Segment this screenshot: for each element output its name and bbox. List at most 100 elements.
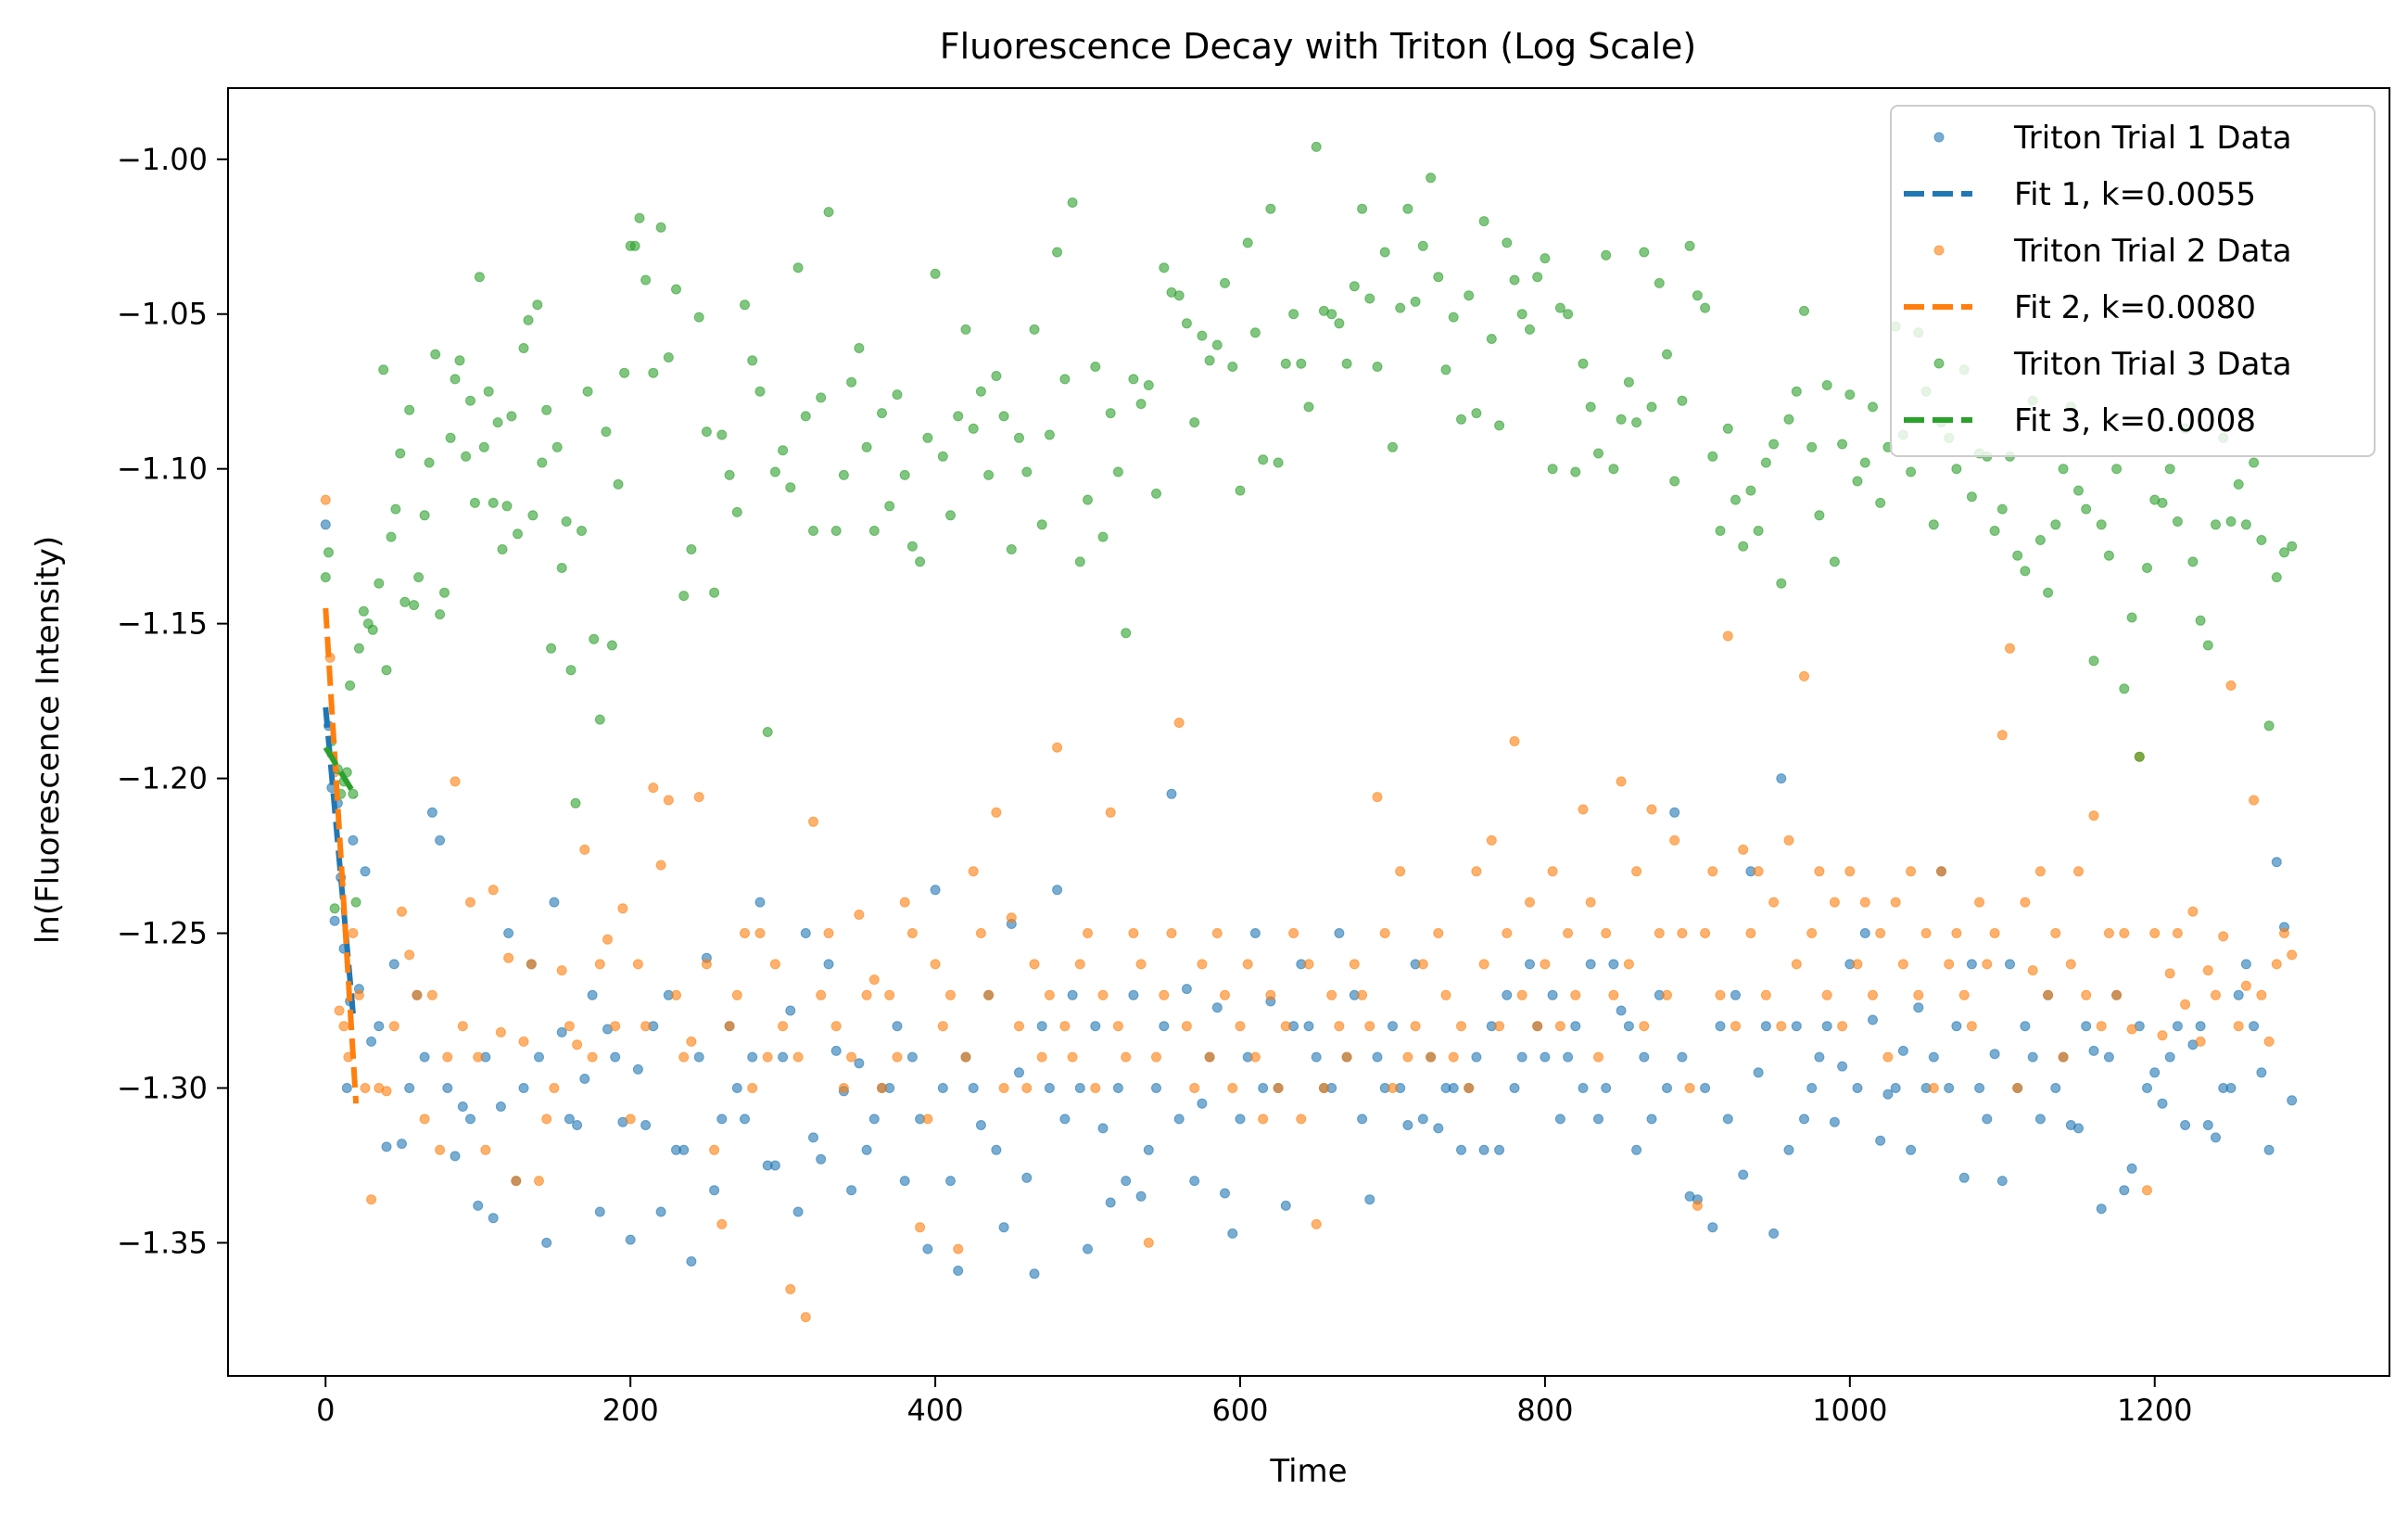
data-point-trial-3: [968, 423, 979, 434]
data-point-trial-2: [1204, 1051, 1215, 1063]
data-point-trial-2: [1166, 928, 1177, 938]
data-point-trial-1: [2119, 1185, 2130, 1196]
data-point-trial-3: [731, 506, 742, 517]
data-point-trial-3: [1112, 466, 1123, 477]
axes-frame: [227, 87, 2390, 1377]
data-point-trial-2: [1181, 1021, 1192, 1032]
data-point-trial-1: [769, 1160, 780, 1171]
data-point-trial-3: [1128, 374, 1139, 385]
data-point-trial-1: [816, 1153, 827, 1165]
data-point-trial-1: [1570, 1021, 1581, 1032]
data-point-trial-2: [1021, 1083, 1033, 1093]
data-point-trial-2: [480, 1144, 491, 1155]
data-point-trial-2: [2164, 968, 2175, 979]
data-point-trial-1: [892, 1021, 903, 1032]
data-point-trial-2: [2012, 1083, 2023, 1093]
data-point-trial-3: [1029, 324, 1040, 335]
data-point-trial-3: [450, 374, 461, 385]
data-point-trial-1: [435, 834, 446, 846]
data-point-trial-3: [2240, 519, 2251, 530]
data-point-trial-2: [1700, 928, 1711, 938]
data-point-trial-2: [1143, 1237, 1154, 1248]
data-point-trial-2: [1745, 928, 1756, 938]
data-point-trial-1: [1097, 1123, 1109, 1134]
data-point-trial-2: [602, 934, 613, 945]
data-point-trial-3: [2126, 612, 2137, 623]
data-point-trial-1: [1364, 1194, 1375, 1205]
data-point-trial-3: [754, 386, 766, 397]
data-point-trial-2: [1608, 989, 1619, 1000]
data-point-trial-2: [716, 1218, 728, 1229]
data-point-trial-2: [1502, 928, 1513, 938]
data-point-trial-1: [2103, 1051, 2114, 1063]
data-point-trial-1: [785, 1005, 796, 1016]
data-point-trial-1: [2020, 1021, 2031, 1032]
data-point-trial-1: [594, 1206, 605, 1217]
data-point-trial-3: [565, 665, 577, 676]
data-point-trial-3: [430, 349, 441, 360]
data-point-trial-3: [1722, 423, 1733, 434]
data-point-trial-1: [2172, 1021, 2183, 1032]
data-point-trial-3: [454, 355, 465, 366]
data-point-trial-1: [348, 834, 359, 846]
data-point-trial-3: [2012, 550, 2023, 561]
data-point-trial-3: [975, 386, 986, 397]
data-point-trial-1: [374, 1021, 385, 1032]
data-point-trial-2: [1806, 928, 1818, 938]
data-point-trial-2: [868, 974, 880, 986]
data-point-trial-2: [778, 1021, 789, 1032]
data-point-trial-2: [953, 1243, 964, 1254]
data-point-trial-2: [2005, 643, 2015, 654]
data-point-trial-1: [1996, 1176, 2008, 1187]
data-point-trial-1: [1715, 1021, 1726, 1032]
data-point-trial-1: [740, 1114, 750, 1125]
data-point-trial-2: [648, 783, 659, 794]
data-point-trial-3: [2096, 519, 2107, 530]
data-point-trial-2: [655, 859, 666, 871]
data-point-trial-1: [572, 1120, 583, 1130]
data-point-trial-3: [2111, 464, 2123, 475]
data-point-trial-3: [381, 665, 392, 676]
data-point-trial-2: [1258, 1114, 1269, 1125]
data-point-trial-2: [348, 928, 359, 938]
data-point-trial-1: [1433, 1123, 1444, 1134]
data-point-trial-1: [1578, 1083, 1589, 1093]
data-point-trial-2: [945, 989, 956, 1000]
data-point-trial-2: [2233, 1021, 2244, 1032]
data-point-trial-3: [1791, 386, 1802, 397]
data-point-trial-2: [1547, 866, 1558, 877]
data-point-trial-3: [1258, 454, 1269, 465]
data-point-trial-3: [1509, 274, 1520, 286]
data-point-trial-2: [1974, 897, 1985, 908]
data-point-trial-3: [506, 411, 517, 422]
data-point-trial-2: [1288, 928, 1299, 938]
data-point-trial-3: [594, 714, 605, 725]
data-point-trial-1: [1181, 984, 1192, 995]
data-point-trial-2: [1791, 959, 1802, 970]
data-point-trial-1: [1029, 1268, 1040, 1279]
data-point-trial-1: [2225, 1083, 2237, 1093]
data-point-trial-2: [2111, 989, 2123, 1000]
data-point-trial-3: [367, 624, 378, 635]
data-point-trial-2: [1715, 989, 1726, 1000]
data-point-trial-2: [2172, 928, 2183, 938]
data-point-trial-3: [1745, 485, 1756, 496]
data-point-trial-2: [457, 1021, 468, 1032]
data-point-trial-2: [450, 776, 461, 787]
fit-line-1: [323, 707, 356, 1014]
data-point-trial-3: [1227, 362, 1238, 372]
data-point-trial-3: [399, 596, 411, 607]
data-point-trial-1: [1616, 1005, 1627, 1016]
data-point-trial-1: [998, 1222, 1009, 1233]
data-point-trial-1: [854, 1058, 865, 1069]
data-point-trial-1: [1494, 1144, 1505, 1155]
plot-area: [320, 141, 2298, 1323]
data-point-trial-3: [1639, 247, 1650, 258]
data-point-trial-3: [1570, 466, 1581, 477]
data-point-trial-3: [465, 395, 475, 406]
legend-box: [1890, 105, 2376, 457]
data-point-trial-3: [2271, 572, 2282, 583]
data-point-trial-1: [1448, 1083, 1459, 1093]
data-point-trial-3: [655, 222, 666, 233]
data-point-trial-1: [1989, 1049, 2000, 1060]
